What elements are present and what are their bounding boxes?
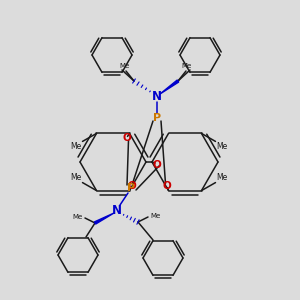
Text: Me: Me <box>217 172 228 182</box>
Polygon shape <box>94 213 114 224</box>
Text: O: O <box>153 160 161 170</box>
Text: O: O <box>162 181 171 190</box>
Text: Me: Me <box>70 142 82 152</box>
Text: Me: Me <box>120 63 130 69</box>
Text: N: N <box>152 91 162 103</box>
Text: O: O <box>122 134 131 143</box>
Polygon shape <box>160 80 179 94</box>
Text: Me: Me <box>150 213 160 219</box>
Text: Me: Me <box>70 172 82 182</box>
Text: P: P <box>127 183 135 193</box>
Text: O: O <box>127 181 136 190</box>
Text: N: N <box>112 203 122 217</box>
Text: P: P <box>153 113 161 123</box>
Text: Me: Me <box>217 142 228 152</box>
Text: Me: Me <box>182 63 192 69</box>
Text: Me: Me <box>73 214 83 220</box>
